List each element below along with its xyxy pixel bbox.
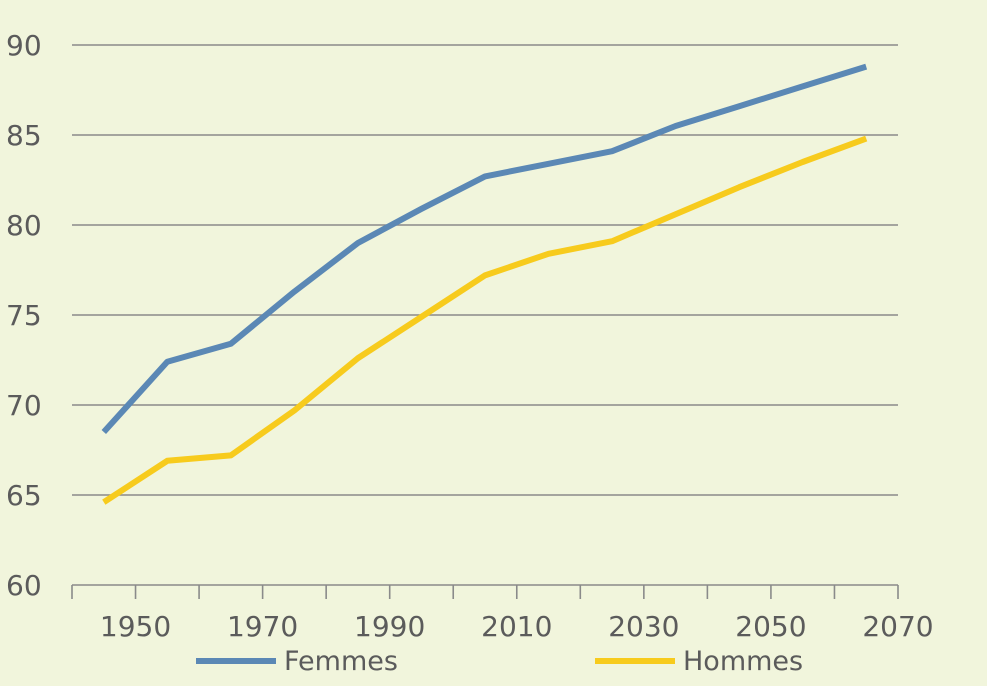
y-tick-label: 85: [6, 119, 42, 152]
x-tick-label: 2070: [862, 610, 933, 643]
legend-label-hommes: Hommes: [683, 646, 803, 677]
y-tick-label: 75: [6, 299, 42, 332]
series-line-femmes: [101, 63, 868, 435]
axes: 60 65 70 75 80 85 90 1950 1970 1990 2010 2030 2050 20…: [6, 29, 934, 643]
y-tick-label: 60: [6, 569, 42, 602]
y-tick-label: 65: [6, 479, 42, 512]
series-lines: [101, 63, 868, 505]
series-line-hommes: [102, 135, 868, 505]
x-tick-label: 2010: [481, 610, 552, 643]
y-tick-label: 70: [6, 389, 42, 422]
x-tick-label: 1970: [227, 610, 298, 643]
y-tick-label: 80: [6, 209, 42, 242]
legend-label-femmes: Femmes: [284, 646, 398, 677]
x-tick-label: 1990: [354, 610, 425, 643]
x-tick-label: 2050: [735, 610, 806, 643]
legend: Femmes Hommes: [196, 646, 803, 677]
x-tick-label: 1950: [100, 610, 171, 643]
y-tick-label: 90: [6, 29, 42, 62]
x-tick-label: 2030: [608, 610, 679, 643]
gridlines: [72, 44, 898, 496]
